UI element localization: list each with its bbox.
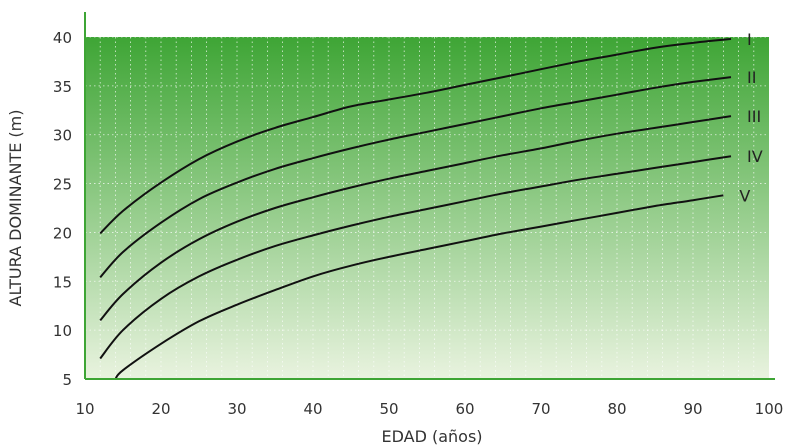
x-tick-label: 90 — [683, 400, 702, 418]
y-axis-title: ALTURA DOMINANTE (m) — [6, 110, 25, 307]
y-tick-label: 15 — [53, 273, 72, 291]
y-tick-label: 35 — [53, 78, 72, 96]
y-axis-ticks: 5 10 15 20 25 30 35 40 — [53, 29, 72, 389]
y-tick-label: 20 — [53, 224, 72, 242]
y-tick-label: 25 — [53, 176, 72, 194]
series-label-IV: IV — [747, 147, 763, 166]
y-tick-label: 5 — [62, 371, 72, 389]
curves — [99, 38, 732, 380]
x-tick-label: 30 — [227, 400, 246, 418]
x-tick-label: 70 — [531, 400, 550, 418]
y-tick-label: 40 — [53, 29, 72, 47]
y-tick-label: 30 — [53, 127, 72, 145]
y-tick-label: 10 — [53, 322, 72, 340]
series-line-IV — [99, 155, 732, 360]
series-line-V — [114, 194, 724, 380]
x-tick-label: 20 — [151, 400, 170, 418]
x-axis-ticks: 10 20 30 40 50 60 70 80 90 100 — [75, 400, 783, 418]
series-line-II — [99, 76, 732, 279]
x-tick-label: 50 — [379, 400, 398, 418]
x-tick-label: 80 — [607, 400, 626, 418]
series-line-I — [99, 38, 732, 235]
series-line-III — [99, 115, 732, 322]
series-label-V: V — [739, 186, 750, 205]
x-tick-label: 10 — [75, 400, 94, 418]
series-label-II: II — [747, 68, 756, 87]
x-axis-title: EDAD (años) — [381, 427, 482, 446]
x-tick-label: 100 — [755, 400, 784, 418]
series-label-I: I — [747, 30, 752, 49]
series-label-III: III — [747, 107, 761, 126]
x-tick-label: 40 — [303, 400, 322, 418]
x-tick-label: 60 — [455, 400, 474, 418]
grid — [85, 36, 769, 379]
